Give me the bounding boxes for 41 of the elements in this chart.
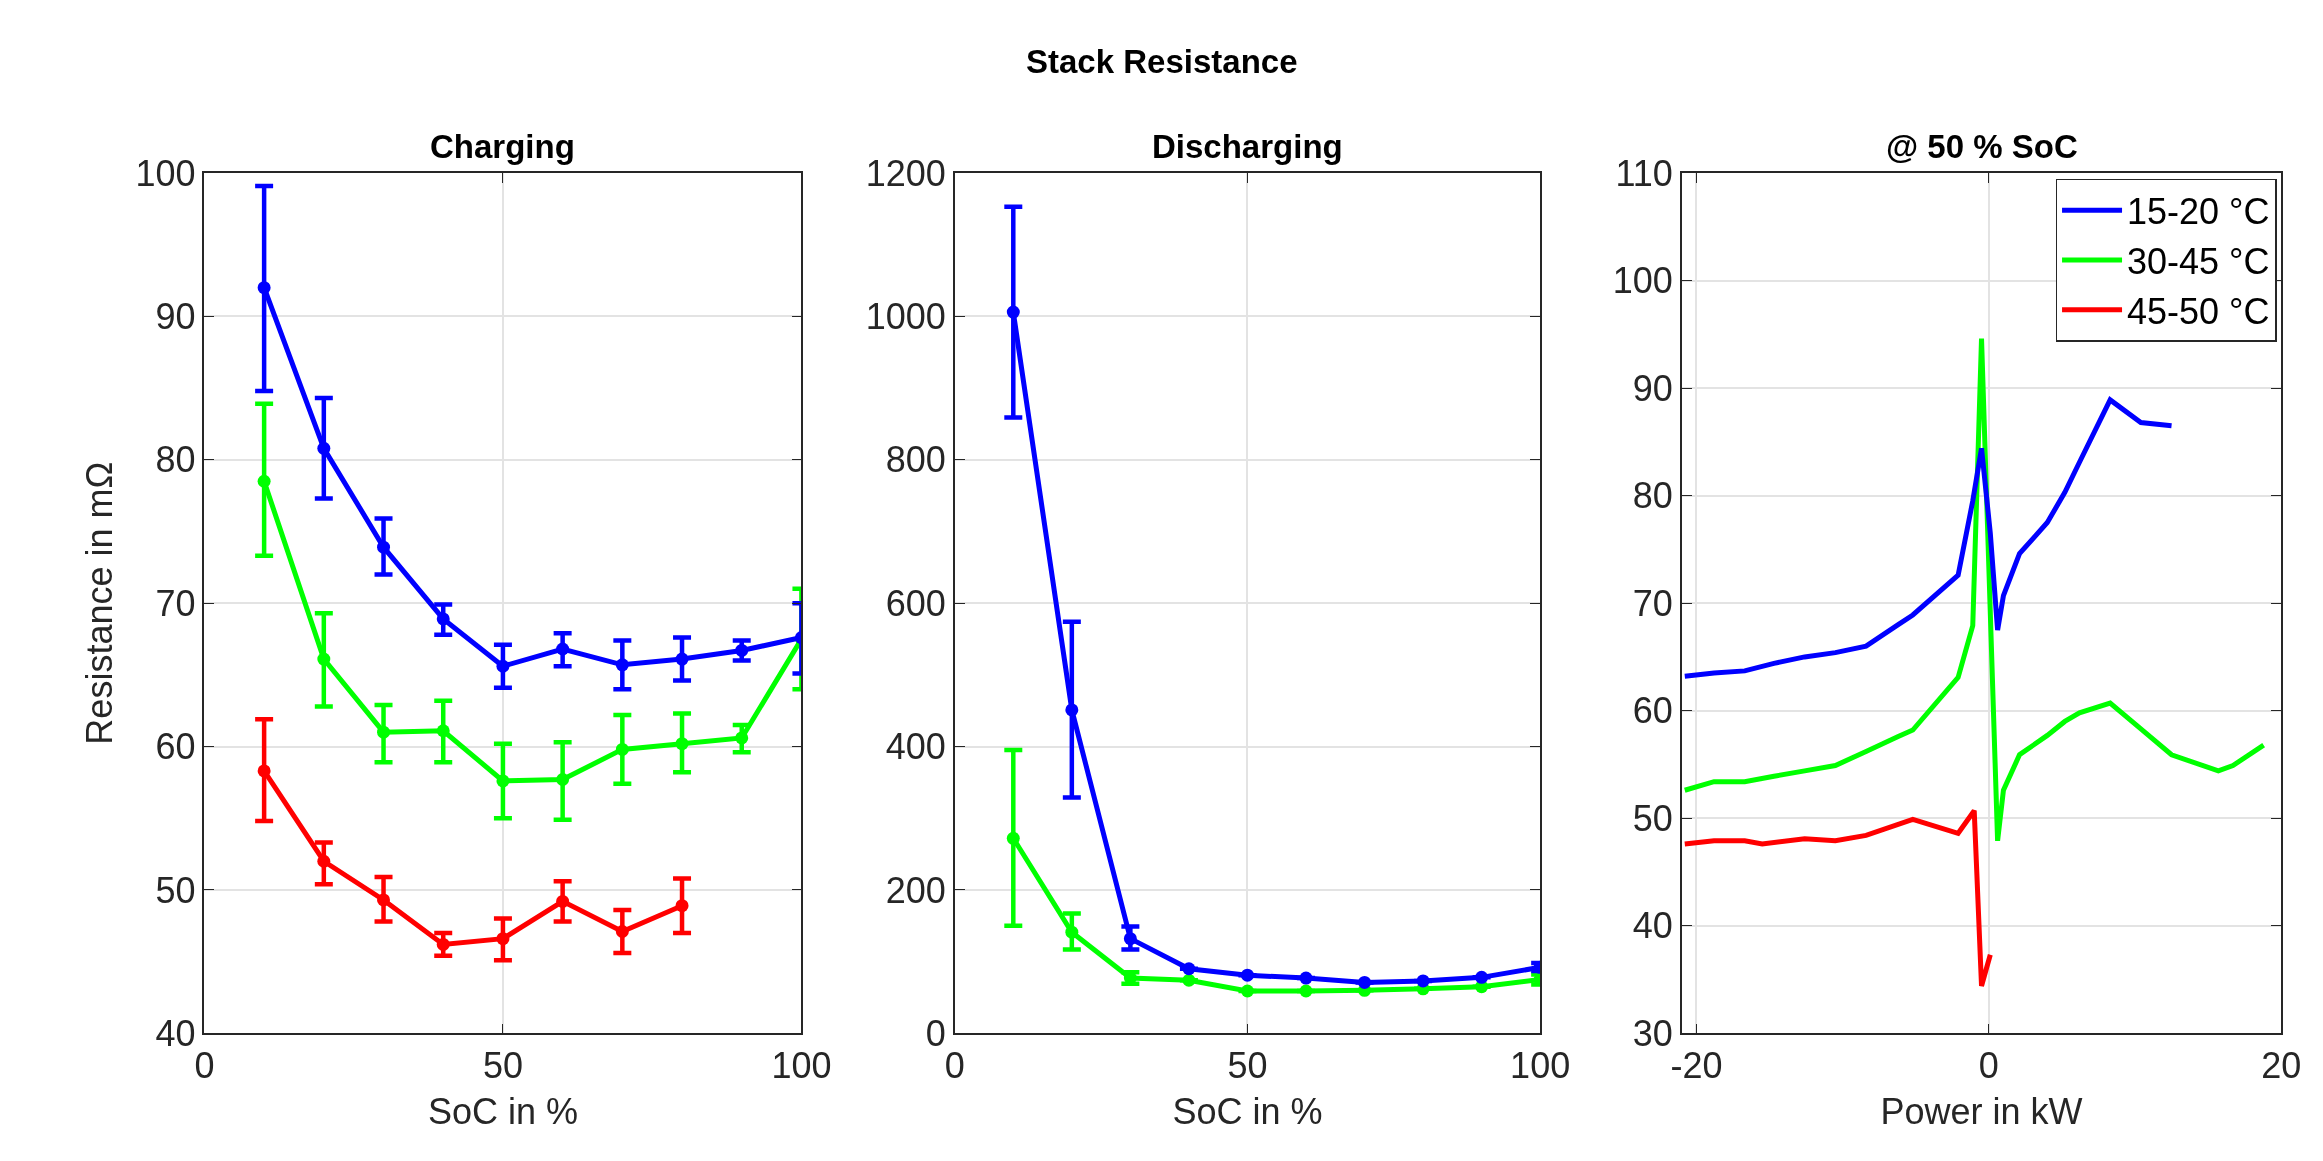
legend-label: 30-45 °C [2127, 241, 2270, 283]
y-axis-title: Resistance in mΩ [78, 461, 120, 745]
y-tick-label: 50 [155, 869, 196, 911]
y-tick-label: 110 [1615, 152, 1673, 194]
y-tick-label: 0 [925, 1012, 946, 1054]
x-tick-label: 50 [482, 1045, 523, 1087]
x-axis-title: SoC in % [427, 1091, 578, 1133]
chart-title: @ 50 % SoC [1886, 128, 2078, 165]
y-tick-label: 90 [155, 295, 196, 337]
x-axis-title: SoC in % [1172, 1091, 1323, 1133]
y-tick-label: 70 [1632, 582, 1673, 624]
y-tick-label: 50 [1632, 797, 1673, 839]
x-tick-label: 100 [1510, 1045, 1571, 1087]
y-tick-label: 90 [1632, 367, 1673, 409]
y-tick-label: 800 [885, 439, 946, 481]
x-axis-title: Power in kW [1880, 1091, 2083, 1133]
y-tick-label: 30 [1632, 1012, 1673, 1054]
y-tick-label: 100 [135, 152, 196, 194]
y-tick-label: 60 [155, 726, 196, 768]
y-tick-label: 1000 [865, 295, 946, 337]
x-tick-label: 0 [1978, 1045, 1999, 1087]
y-tick-label: 1200 [865, 152, 946, 194]
y-tick-label: 70 [155, 582, 196, 624]
y-tick-label: 60 [1632, 690, 1673, 732]
legend-label: 45-50 °C [2127, 290, 2270, 332]
y-tick-label: 200 [885, 869, 946, 911]
y-tick-label: 100 [1612, 260, 1673, 302]
y-tick-label: 40 [1632, 905, 1673, 947]
y-tick-label: 40 [155, 1012, 196, 1054]
x-tick-label: 20 [2261, 1045, 2302, 1087]
text: Stack Resistance [1026, 43, 1298, 80]
y-tick-label: 400 [885, 726, 946, 768]
x-tick-label: 50 [1227, 1045, 1268, 1087]
chart-title: Charging [430, 128, 575, 165]
y-tick-label: 600 [885, 582, 946, 624]
x-tick-label: -20 [1670, 1045, 1723, 1087]
y-tick-label: 80 [155, 439, 196, 481]
x-tick-label: 100 [771, 1045, 832, 1087]
y-tick-label: 80 [1632, 475, 1673, 517]
chart-title: Discharging [1152, 128, 1343, 165]
legend-label: 15-20 °C [2127, 191, 2270, 233]
